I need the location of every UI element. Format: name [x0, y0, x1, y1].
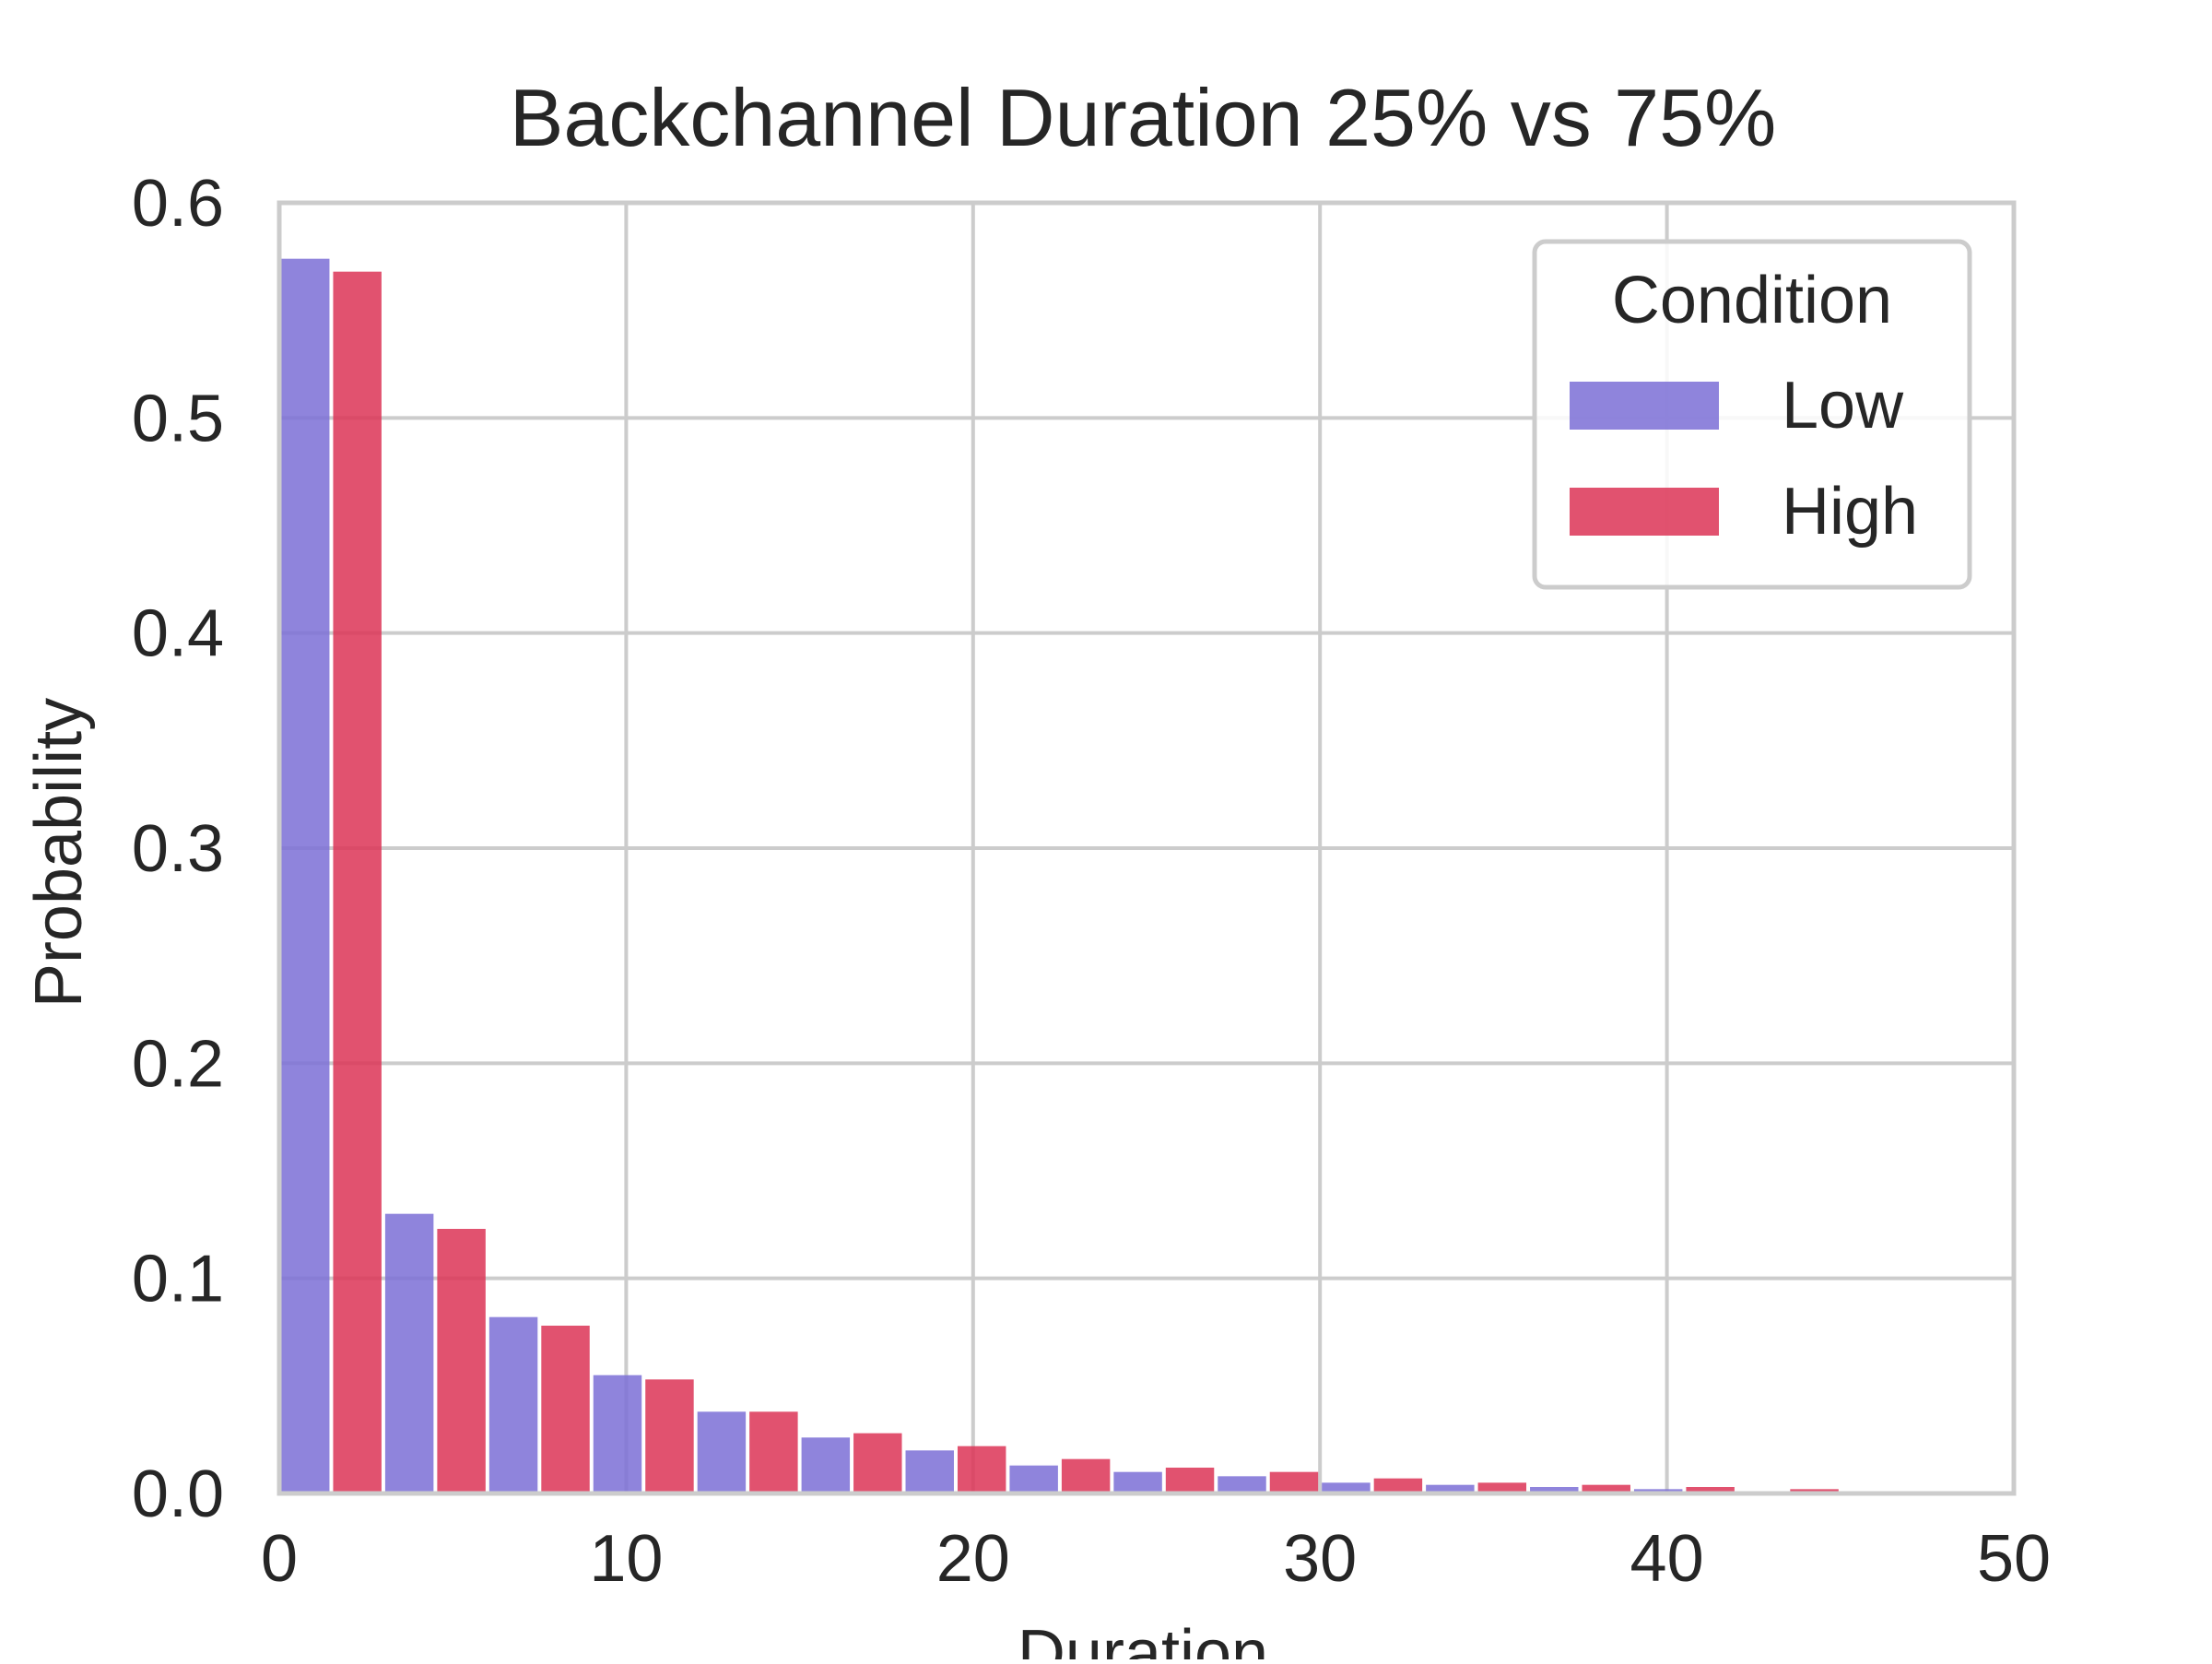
bar-high: [1373, 1478, 1423, 1493]
bar-low: [281, 258, 330, 1494]
bar-high: [1686, 1487, 1735, 1493]
legend-label: High: [1782, 475, 1918, 549]
plot-frame: [276, 200, 2017, 1496]
y-tick-label: 0.1: [132, 1243, 224, 1316]
y-tick-label: 0.6: [132, 167, 224, 241]
bar-high: [957, 1446, 1006, 1493]
bar-high: [853, 1433, 902, 1493]
x-axis-label: Duration: [1018, 1617, 1268, 1659]
bar-high: [437, 1229, 486, 1493]
bar-high: [1269, 1471, 1319, 1493]
bar-low: [1426, 1484, 1475, 1493]
legend-swatch: [1570, 382, 1719, 430]
bar-low: [1322, 1482, 1371, 1493]
y-tick-label: 0.0: [132, 1457, 224, 1531]
bar-high: [749, 1411, 798, 1493]
bar-low: [801, 1437, 851, 1493]
x-tick-label: 20: [936, 1522, 1010, 1596]
x-tick-label: 30: [1283, 1522, 1357, 1596]
bar-low: [384, 1213, 434, 1493]
legend-title: Condition: [1612, 264, 1892, 337]
bar-high: [1061, 1458, 1111, 1493]
y-tick-label: 0.5: [132, 382, 224, 455]
bar-low: [1530, 1487, 1579, 1493]
y-tick-label: 0.3: [132, 812, 224, 886]
bar-high: [1477, 1482, 1527, 1493]
bar-low: [1009, 1465, 1058, 1493]
bar-low: [697, 1411, 747, 1493]
bar-low: [593, 1375, 642, 1493]
x-tick-label: 50: [1977, 1522, 2051, 1596]
bar-high: [645, 1379, 694, 1493]
legend-swatch: [1570, 488, 1719, 536]
x-tick-label: 0: [261, 1522, 298, 1596]
x-tick-label: 10: [589, 1522, 663, 1596]
legend-label: Low: [1782, 369, 1904, 443]
x-tick-label: 40: [1630, 1522, 1704, 1596]
legend: Condition Low High: [1532, 239, 1972, 590]
bar-high: [333, 271, 382, 1494]
chart-title: Backchannel Duration 25% vs 75%: [510, 72, 1777, 163]
bar-low: [488, 1316, 538, 1493]
y-axis-label: Probability: [22, 698, 96, 1008]
axes: 0 10 20 30 40 50 0.0 0.1 0.2 0.3 0.4 0.5 0.6: [132, 167, 2051, 1596]
bar-low: [1218, 1476, 1266, 1493]
bar-high: [541, 1326, 590, 1493]
bar-high: [1582, 1484, 1630, 1493]
bar-high: [1165, 1468, 1215, 1493]
bar-low: [1113, 1471, 1162, 1493]
y-tick-label: 0.4: [132, 597, 224, 671]
y-tick-label: 0.2: [132, 1027, 224, 1101]
bars: [281, 258, 1943, 1494]
bar-low: [905, 1450, 954, 1493]
